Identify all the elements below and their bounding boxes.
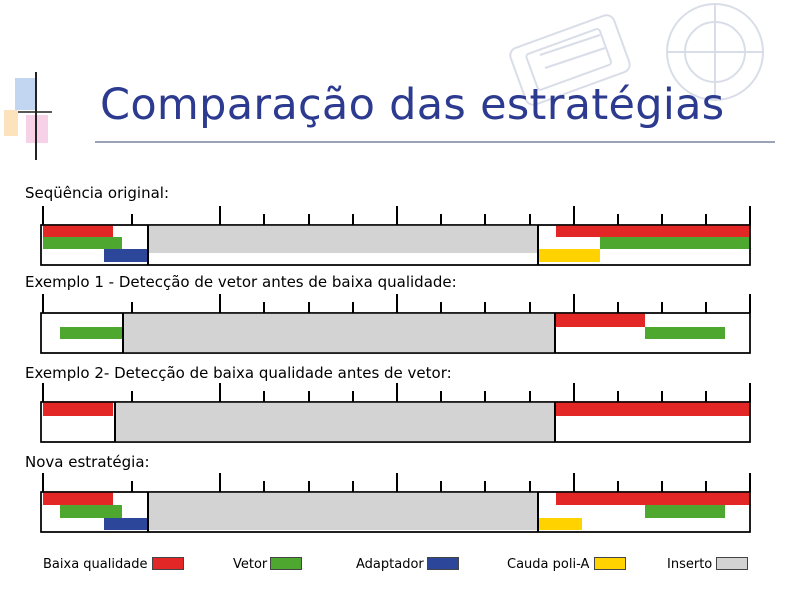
section-label-exemplo-1: Exemplo 1 - Detecção de vetor antes de b… [25, 273, 457, 291]
inserto-segment [123, 313, 555, 353]
baixa-qualidade-segment [43, 492, 113, 505]
deco-orange-square [4, 110, 18, 136]
vetor-segment [60, 505, 122, 518]
section-label-original: Seqüência original: [25, 184, 170, 202]
adaptador-segment [104, 518, 148, 530]
section-label-exemplo-2: Exemplo 2- Detecção de baixa qualidade a… [25, 364, 452, 382]
panel-border [40, 312, 751, 354]
legend-label-adaptador: Adaptador [356, 557, 424, 572]
deco-blue-square [15, 78, 35, 110]
vetor-segment [600, 237, 750, 249]
baixa-qualidade-segment [43, 225, 113, 237]
cauda-poli-a-segment [538, 249, 600, 262]
inserto-segment [148, 225, 538, 253]
adaptador-segment [104, 249, 148, 262]
panel-border [40, 491, 751, 533]
vetor-segment [43, 237, 122, 249]
legend-label-baixa-qualidade: Baixa qualidade [43, 557, 148, 572]
slide-title: Comparação das estratégias [100, 80, 725, 130]
section-label-nova-estrategia: Nova estratégia: [25, 453, 150, 471]
legend-swatch-baixa-qualidade [152, 557, 184, 570]
panel-border [40, 224, 751, 266]
panel-border [40, 401, 751, 443]
decorative-header [4, 3, 764, 160]
title-divider [95, 141, 775, 143]
legend-swatch-vetor [270, 557, 302, 570]
baixa-qualidade-segment [556, 492, 750, 505]
inserto-segment [115, 402, 555, 442]
baixa-qualidade-segment [555, 313, 645, 327]
legend-label-cauda-poli-a: Cauda poli-A [507, 557, 590, 572]
legend-label-inserto: Inserto [667, 557, 713, 572]
baixa-qualidade-segment [555, 402, 750, 416]
cauda-poli-a-segment [538, 518, 582, 530]
vetor-segment [645, 327, 725, 339]
vetor-segment [60, 327, 122, 339]
dial-icon [666, 3, 764, 101]
inserto-segment [148, 492, 538, 530]
calculator-icon [509, 14, 631, 106]
legend-swatch-adaptador [427, 557, 459, 570]
baixa-qualidade-segment [556, 225, 750, 237]
legend-label-vetor: Vetor [233, 557, 268, 572]
legend-swatch-inserto [716, 557, 748, 570]
vetor-segment [645, 505, 725, 518]
legend-swatch-cauda-poli-a [594, 557, 626, 570]
baixa-qualidade-segment [43, 402, 113, 416]
